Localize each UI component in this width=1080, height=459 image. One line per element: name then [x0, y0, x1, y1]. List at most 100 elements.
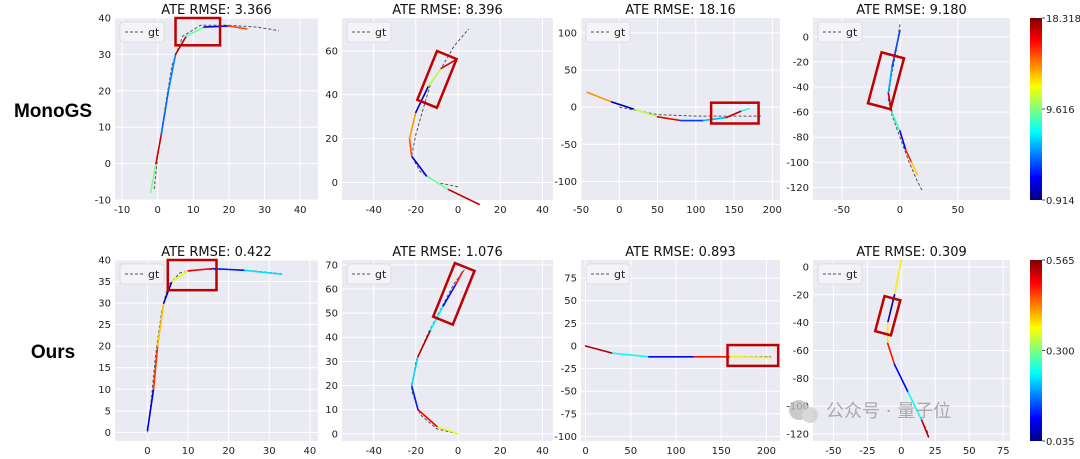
estimated-trajectory-segment	[203, 25, 230, 28]
estimated-trajectory-segment	[160, 90, 170, 136]
y-tick-label: 20	[325, 381, 338, 392]
estimated-trajectory-segment	[729, 356, 772, 359]
y-tick-label: -100	[786, 158, 809, 169]
colorbar-tick-label: 18.318	[1046, 14, 1080, 25]
x-tick-label: 50	[951, 205, 964, 216]
highlight-box	[174, 16, 222, 47]
plot-panel-7: 0 50 100 150 200 -100 -75 -50 -25 0 25 50 75 ATE RMSE…	[554, 245, 780, 457]
legend-gt-label: gt	[846, 268, 858, 281]
y-tick-label: 20	[98, 342, 111, 353]
plot-panel-1: -10 0 10 20 30 40 -10 0 10 20 30 40 ATE RMSE: 3.366g…	[95, 3, 318, 216]
x-tick-label: -40	[365, 446, 381, 457]
gt-trajectory	[411, 269, 465, 435]
estimated-trajectory-segment	[156, 302, 165, 347]
estimated-trajectory-segment	[417, 329, 432, 358]
plot-title: ATE RMSE: 1.076	[392, 245, 503, 260]
x-tick-label: 20	[223, 205, 236, 216]
y-tick-label: -100	[554, 432, 577, 443]
y-tick-label: 30	[325, 357, 338, 368]
colorbar-gradient	[1030, 260, 1042, 441]
y-tick-label: 0	[105, 159, 111, 170]
x-tick-label: -50	[825, 446, 841, 457]
estimated-trajectory-segment	[408, 137, 413, 157]
x-tick-label: 20	[494, 205, 507, 216]
colorbar-1: 18.318 9.616 0.914	[1030, 14, 1080, 207]
highlight-box	[709, 101, 760, 125]
estimated-trajectory-segment	[162, 280, 173, 304]
y-tick-label: 50	[325, 309, 338, 320]
estimated-trajectory-segment	[455, 271, 464, 285]
y-tick-label: -50	[561, 387, 577, 398]
estimated-trajectory-segment	[611, 352, 650, 358]
legend-gt-label: gt	[375, 268, 387, 281]
y-tick-label: 50	[564, 66, 577, 77]
estimated-trajectory-segment	[185, 26, 205, 38]
x-tick-label: 50	[963, 446, 976, 457]
x-tick-label: -20	[408, 446, 424, 457]
x-tick-label: 0	[455, 446, 461, 457]
y-tick-label: 30	[98, 299, 111, 310]
plot-title: ATE RMSE: 8.396	[392, 3, 503, 18]
estimated-trajectory-segment	[610, 101, 636, 111]
estimated-trajectory-segment	[740, 107, 751, 112]
plot-area	[813, 18, 1010, 200]
plot-panel-3: -50 0 50 100 150 200 -100 -50 0 50 100 ATE RMSE: 18…	[554, 3, 782, 216]
y-tick-label: -120	[786, 430, 809, 441]
plot-title: ATE RMSE: 9.180	[856, 3, 967, 18]
estimated-trajectory-segment	[410, 355, 419, 387]
estimated-trajectory-segment	[633, 108, 659, 118]
estimated-trajectory-segment	[890, 29, 901, 70]
highlight-box	[431, 261, 477, 327]
estimated-trajectory-segment	[228, 25, 248, 30]
estimated-trajectory-segment	[425, 175, 449, 190]
y-tick-label: -80	[793, 133, 809, 144]
y-tick-label: 50	[564, 296, 577, 307]
highlight-box	[415, 49, 459, 110]
x-tick-label: 100	[666, 446, 685, 457]
estimated-trajectory-segment	[417, 408, 438, 428]
estimated-trajectory-segment	[446, 188, 480, 206]
estimated-trajectory-segment	[893, 259, 903, 296]
colorbar-tick-label: 0.035	[1046, 437, 1075, 448]
estimated-trajectory-segment	[211, 267, 246, 272]
legend-gt-label: gt	[614, 26, 626, 39]
x-tick-label: 40	[536, 446, 549, 457]
x-tick-label: 0	[897, 205, 903, 216]
y-tick-label: -25	[561, 364, 577, 375]
legend-gt-label: gt	[614, 268, 626, 281]
estimated-trajectory-segment	[187, 267, 214, 272]
estimated-trajectory-segment	[584, 345, 614, 355]
x-tick-label: 200	[757, 446, 776, 457]
colorbar-gradient	[1030, 18, 1042, 200]
x-tick-label: 30	[258, 205, 271, 216]
y-tick-label: -50	[561, 140, 577, 151]
estimated-trajectory-segment	[887, 67, 893, 95]
estimated-trajectory-segment	[149, 162, 157, 194]
x-tick-label: 30	[263, 446, 276, 457]
y-tick-label: 20	[325, 134, 338, 145]
y-tick-label: 5	[105, 406, 111, 417]
plot-title: ATE RMSE: 0.422	[161, 245, 272, 260]
colorbar-tick-label: 9.616	[1046, 105, 1075, 116]
x-tick-label: 20	[222, 446, 235, 457]
x-tick-label: 0	[155, 205, 161, 216]
x-tick-label: 50	[651, 205, 664, 216]
y-tick-label: -75	[561, 409, 577, 420]
y-tick-label: -20	[793, 290, 809, 301]
estimated-trajectory-segment	[899, 130, 907, 151]
estimated-trajectory-segment	[725, 110, 743, 119]
y-tick-label: -10	[95, 196, 111, 207]
plot-panel-6: -40 -20 0 20 40 0 10 20 30 40 50 60 70 ATE RMSE: 1.07…	[325, 245, 553, 457]
x-tick-label: 75	[997, 446, 1010, 457]
y-tick-label: 60	[325, 284, 338, 295]
colorbar-tick-label: 0.914	[1046, 196, 1075, 207]
legend-gt-label: gt	[375, 26, 387, 39]
plot-area	[581, 260, 780, 441]
y-tick-label: 60	[325, 46, 338, 57]
x-tick-label: -25	[859, 446, 875, 457]
row-label-monogs: MonoGS	[14, 101, 92, 122]
y-tick-label: 20	[98, 86, 111, 97]
y-tick-label: -20	[793, 57, 809, 68]
plot-panel-5: 0 10 20 30 40 0 5 10 15 20 25 30 35 40 ATE RMSE: 0.422…	[98, 245, 318, 457]
